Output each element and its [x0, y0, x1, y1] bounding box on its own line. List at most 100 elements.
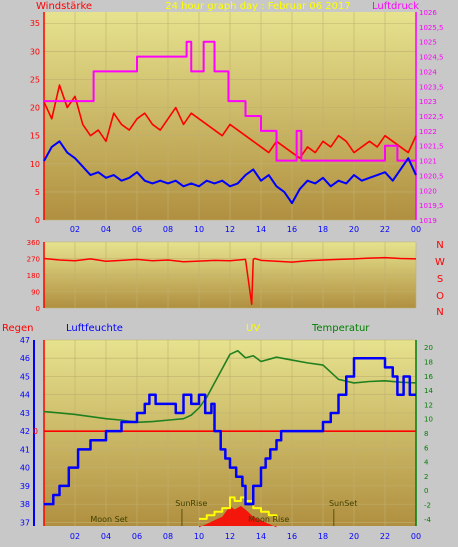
temperature-label: Temperatur [311, 323, 370, 334]
pressure-tick-label: 1024,5 [419, 54, 444, 62]
sunrise-label: SunRise [175, 499, 207, 508]
pressure-tick-label: 1023 [419, 98, 437, 106]
x-tick-label: 10 [194, 225, 204, 234]
uv-line [199, 496, 278, 520]
temperature-tick-label: 8 [424, 430, 428, 438]
dir-label-n-bottom: N [436, 307, 443, 318]
moon-rise-label: Moon Rise [248, 515, 289, 524]
pressure-label: Luftdruck [372, 1, 419, 12]
humidity-tick-label: 47 [20, 336, 30, 345]
pressure-line [44, 40, 416, 162]
x-tick-label: 20 [349, 225, 359, 234]
x-tick-label: 22 [380, 532, 390, 541]
wind-tick-label: 10 [30, 160, 40, 169]
humidity-tick-label: 43 [20, 409, 30, 418]
x-tick-label: 14 [256, 532, 266, 541]
humidity-tick-label: 39 [20, 482, 30, 491]
direction-tick-label: 180 [27, 272, 40, 280]
temperature-tick-label: 12 [424, 401, 433, 409]
temperature-tick-label: 16 [424, 373, 433, 381]
x-tick-label: 22 [380, 225, 390, 234]
x-tick-label: 18 [318, 532, 328, 541]
x-tick-label: 08 [163, 532, 173, 541]
pressure-tick-label: 1025 [419, 39, 437, 47]
wind-tick-label: 20 [30, 104, 40, 113]
pressure-tick-label: 1020 [419, 187, 437, 195]
x-tick-label: 06 [132, 225, 142, 234]
pressure-tick-label: 1022,5 [419, 113, 444, 121]
humidity-tick-label: 38 [20, 500, 30, 509]
wind-speed-line [43, 84, 417, 159]
dir-label-n-top: N [436, 240, 443, 251]
pressure-tick-label: 1020,5 [419, 172, 444, 180]
direction-tick-label: 0 [36, 305, 40, 313]
x-tick-label: 16 [287, 225, 297, 234]
direction-tick-label: 270 [27, 256, 40, 264]
x-tick-label: 00 [411, 225, 421, 234]
humidity-line [44, 356, 416, 506]
x-tick-label: 04 [101, 532, 111, 541]
wind-tick-label: 25 [30, 75, 40, 84]
humidity-tick-label: 42 [20, 427, 30, 436]
x-tick-label: 12 [225, 225, 235, 234]
rain-tick-label: 0 [33, 427, 38, 436]
moon-set-label: Moon Set [90, 515, 127, 524]
x-tick-label: 16 [287, 532, 297, 541]
temperature-tick-label: -2 [424, 502, 431, 510]
temperature-tick-label: 18 [424, 358, 433, 366]
wind-tick-label: 5 [35, 188, 40, 197]
pressure-tick-label: 1019 [419, 217, 437, 225]
dir-label-s: S [437, 274, 443, 285]
humidity-tick-label: 37 [20, 518, 30, 527]
humidity-tick-label: 41 [20, 445, 30, 454]
solar-area [199, 505, 277, 528]
gust-line [43, 140, 417, 205]
pressure-tick-label: 1022 [419, 128, 437, 136]
x-tick-label: 00 [411, 532, 421, 541]
humidity-tick-label: 44 [20, 391, 30, 400]
direction-tick-label: 90 [31, 289, 40, 297]
x-tick-label: 02 [70, 532, 80, 541]
x-tick-label: 20 [349, 532, 359, 541]
temperature-tick-label: 20 [424, 344, 433, 352]
top-grid: 0510152025303510191019,510201020,5102110… [30, 9, 444, 234]
x-tick-label: 02 [70, 225, 80, 234]
pressure-tick-label: 1021,5 [419, 143, 444, 151]
x-tick-label: 18 [318, 225, 328, 234]
rain-label: Regen [2, 323, 34, 334]
temperature-tick-label: 10 [424, 416, 433, 424]
direction-line [43, 256, 417, 306]
temperature-tick-label: 2 [424, 473, 428, 481]
temperature-tick-label: 14 [424, 387, 433, 395]
wind-tick-label: 30 [30, 47, 40, 56]
temperature-line [43, 349, 417, 424]
uv-label: UV [246, 323, 260, 334]
wind-speed-label: Windstärke [36, 1, 92, 12]
temperature-tick-label: 6 [424, 444, 429, 452]
wind-tick-label: 15 [30, 132, 40, 141]
x-tick-label: 08 [163, 225, 173, 234]
x-tick-label: 14 [256, 225, 266, 234]
graph-title: 24 hour graph day : Februar 06 2017 [165, 1, 350, 12]
humidity-tick-label: 46 [20, 354, 30, 363]
humidity-tick-label: 45 [20, 372, 30, 381]
pressure-tick-label: 1024 [419, 68, 437, 76]
wind-tick-label: 0 [35, 216, 40, 225]
dir-label-o: O [436, 291, 444, 302]
pressure-tick-label: 1026 [419, 9, 437, 17]
sunset-label: SunSet [329, 499, 357, 508]
humidity-tick-label: 40 [20, 464, 30, 473]
x-tick-label: 04 [101, 225, 111, 234]
temperature-tick-label: 4 [424, 459, 429, 467]
x-tick-label: 10 [194, 532, 204, 541]
x-tick-label: 06 [132, 532, 142, 541]
dir-label-w: W [435, 257, 445, 268]
temperature-tick-label: 0 [424, 487, 428, 495]
chart-marks: Moon Set SunRise Moon Rise SunSet [43, 40, 417, 528]
humidity-label: Luftfeuchte [66, 323, 123, 334]
pressure-tick-label: 1021 [419, 158, 437, 166]
wind-tick-label: 35 [30, 19, 40, 28]
x-tick-label: 12 [225, 532, 235, 541]
